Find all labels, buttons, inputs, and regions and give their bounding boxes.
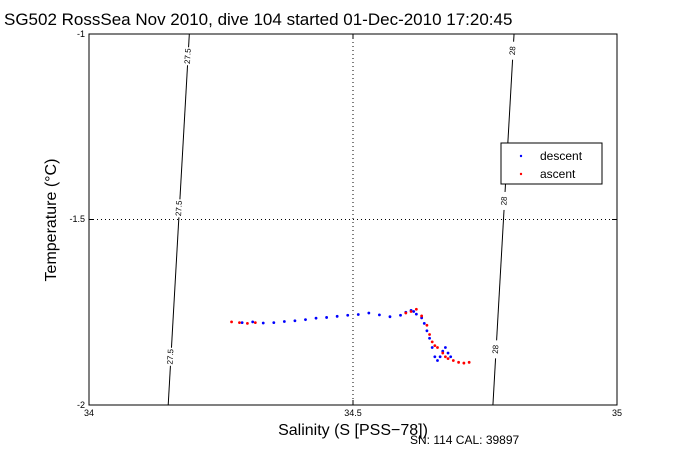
ascent-point bbox=[246, 321, 249, 325]
isopycnal-label-0-2: 27.5 bbox=[166, 348, 176, 365]
isopycnal-lines: 27.5 27.5 27.5 28 28 28 bbox=[166, 33, 518, 406]
descent-point bbox=[314, 316, 318, 320]
descent-point bbox=[449, 355, 453, 359]
descent-point bbox=[335, 314, 339, 318]
legend-box bbox=[500, 142, 603, 185]
isopycnal-label-1-0: 28 bbox=[508, 45, 518, 55]
ascent-point bbox=[467, 360, 471, 364]
descent-point bbox=[414, 312, 418, 316]
ascent-point bbox=[425, 323, 429, 327]
x-tick-label-34: 34 bbox=[84, 408, 94, 418]
isopycnal-label-bg bbox=[500, 191, 509, 210]
y-tick-label-minus-1-5: -1.5 bbox=[69, 214, 85, 224]
descent-point bbox=[428, 336, 431, 340]
descent-point bbox=[293, 319, 297, 323]
isopycnal-label-bg bbox=[492, 340, 501, 359]
isopycnal-label-bg bbox=[166, 347, 175, 366]
y-tick-label-minus-2: -2 bbox=[77, 400, 85, 410]
ascent-point bbox=[433, 344, 437, 348]
chart-title: SG502 RossSea Nov 2010, dive 104 started… bbox=[4, 10, 512, 29]
legend-label-ascent: ascent bbox=[540, 167, 576, 181]
descent-point bbox=[436, 359, 439, 362]
legend-marker-ascent bbox=[519, 172, 523, 176]
descent-point bbox=[251, 320, 255, 324]
isopycnal-label-0-1: 27.5 bbox=[174, 200, 184, 217]
x-axis-label: Salinity (S [PSS−78]) bbox=[278, 422, 428, 439]
descent-point bbox=[272, 321, 276, 325]
isopycnal-label-bg bbox=[508, 41, 517, 60]
isopycnal-line-0 bbox=[167, 33, 190, 406]
ascent-point bbox=[409, 310, 413, 313]
legend-label-descent: descent bbox=[540, 149, 583, 163]
ascent-point bbox=[253, 321, 257, 325]
ascent-point bbox=[457, 360, 460, 364]
ascent-point bbox=[436, 346, 439, 349]
descent-point bbox=[261, 321, 265, 325]
data-points bbox=[230, 307, 471, 365]
ascent-point bbox=[428, 333, 431, 336]
isopycnal-label-1-2: 28 bbox=[491, 344, 501, 354]
ascent-point bbox=[451, 359, 455, 362]
x-tick-label-34-5: 34.5 bbox=[344, 408, 362, 418]
legend-marker-descent bbox=[519, 154, 523, 158]
descent-point bbox=[367, 311, 371, 315]
isopycnal-label-0-0: 27.5 bbox=[183, 48, 193, 65]
ascent-point bbox=[444, 355, 447, 359]
descent-point bbox=[325, 316, 328, 319]
isopycnal-label-bg bbox=[184, 47, 193, 66]
descent-point bbox=[412, 310, 416, 313]
descent-point bbox=[425, 329, 429, 333]
descent-point bbox=[433, 355, 437, 359]
footer-serial-cal: SN: 114 CAL: 39897 bbox=[410, 433, 520, 447]
axis-ticks bbox=[88, 33, 618, 406]
isopycnal-label-1-1: 28 bbox=[499, 196, 509, 206]
ascent-point bbox=[430, 340, 434, 344]
descent-point bbox=[422, 321, 426, 325]
x-tick-label-35: 35 bbox=[612, 408, 622, 418]
ascent-point bbox=[414, 307, 418, 311]
ascent-point bbox=[238, 321, 241, 325]
descent-point bbox=[399, 313, 402, 317]
descent-point bbox=[438, 355, 442, 359]
ascent-point bbox=[230, 320, 233, 324]
descent-point bbox=[388, 315, 392, 319]
legend: descent ascent bbox=[500, 142, 603, 185]
descent-point bbox=[446, 351, 450, 355]
descent-point bbox=[378, 313, 381, 317]
ascent-point bbox=[404, 311, 408, 315]
y-tick-label-minus-1: -1 bbox=[77, 29, 85, 39]
descent-point bbox=[304, 318, 307, 322]
descent-point bbox=[240, 321, 244, 325]
descent-point bbox=[430, 346, 434, 349]
ascent-point bbox=[420, 314, 424, 318]
descent-point bbox=[346, 313, 350, 317]
descent-point bbox=[356, 313, 360, 316]
y-axis-label: Temperature (°C) bbox=[43, 159, 60, 282]
descent-point bbox=[444, 346, 447, 349]
ascent-point bbox=[462, 361, 466, 365]
ascent-point bbox=[441, 351, 445, 355]
ascent-point bbox=[446, 357, 450, 361]
isopycnal-label-bg bbox=[175, 199, 184, 218]
descent-point bbox=[282, 320, 286, 323]
